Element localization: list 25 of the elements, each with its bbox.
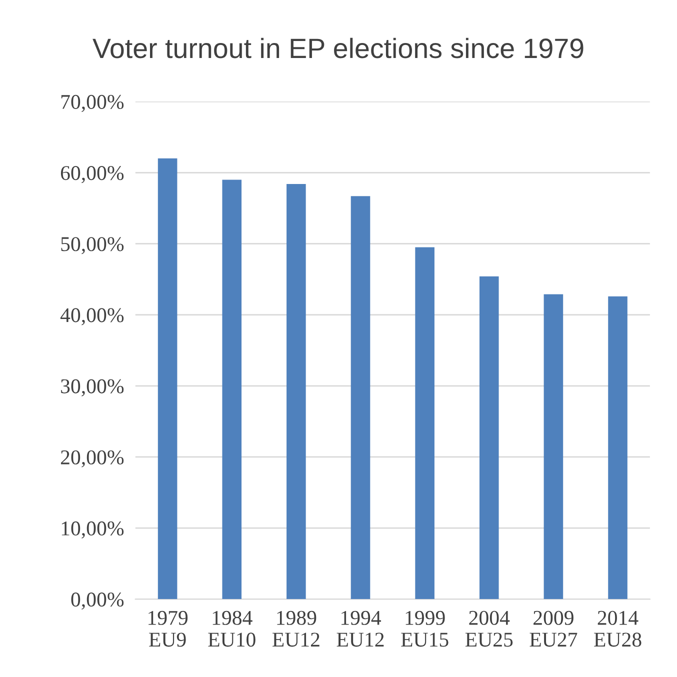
x-tick-label: 2014 EU28	[594, 610, 642, 647]
y-tick-label: 50,00%	[61, 237, 124, 254]
x-tick-label: 1979 EU9	[148, 610, 188, 647]
chart-title: Voter turnout in EP elections since 1979	[92, 38, 584, 58]
y-tick-label: 10,00%	[62, 521, 124, 538]
bar	[544, 294, 564, 600]
y-tick-label: 70,00%	[61, 94, 124, 112]
x-tick-label: 1999 EU15	[401, 610, 448, 647]
x-tick-label: 1994 EU12	[336, 610, 384, 647]
y-tick-label: 30,00%	[61, 379, 124, 396]
x-tick-label: 1989 EU12	[272, 610, 320, 647]
bar	[350, 196, 370, 600]
y-tick-label: 20,00%	[60, 450, 124, 468]
x-tick-label: 2004 EU25	[465, 610, 513, 647]
bar	[222, 180, 242, 600]
bar	[415, 247, 434, 600]
bar	[479, 276, 499, 600]
bar	[608, 296, 628, 600]
x-tick-label: 2009 EU27	[530, 610, 578, 647]
y-tick-label: 40,00%	[60, 308, 124, 326]
bar	[286, 184, 306, 600]
y-tick-label: 60,00%	[60, 166, 124, 184]
x-tick-label: 1984 EU10	[208, 610, 256, 647]
y-tick-label: 0,00%	[71, 592, 124, 610]
bar	[158, 158, 178, 600]
